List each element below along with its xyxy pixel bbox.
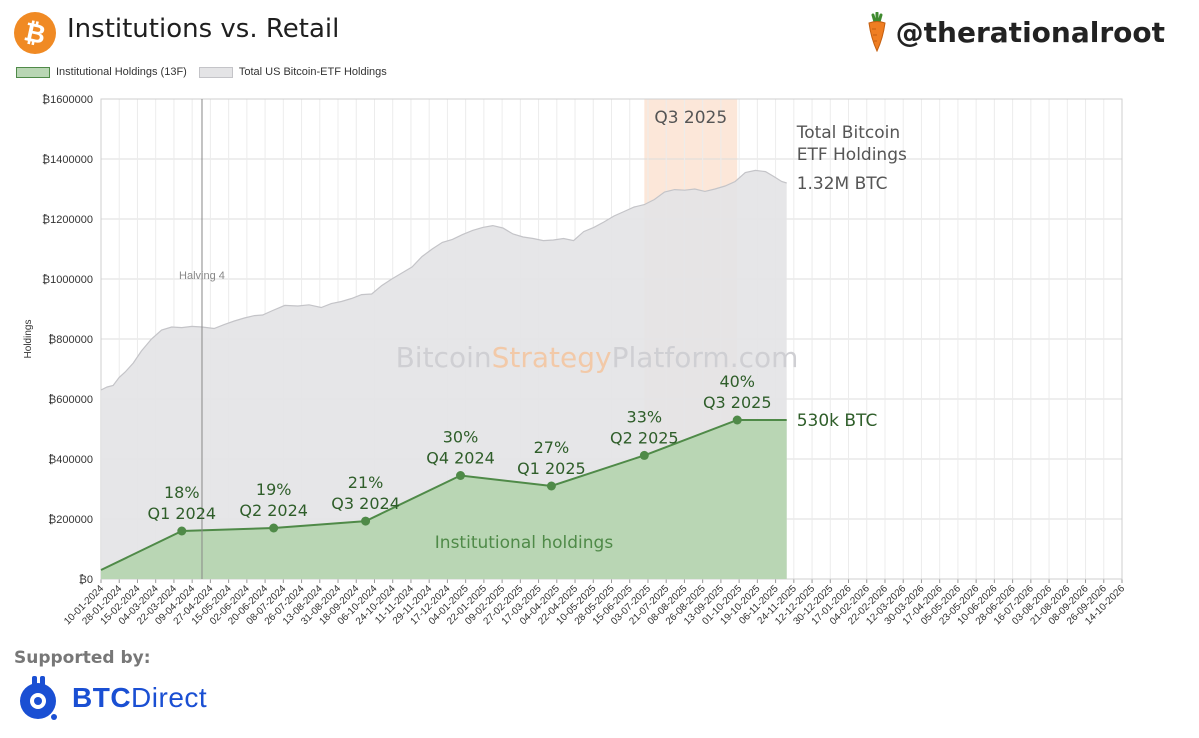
sponsor-name-rest: Direct xyxy=(131,682,208,713)
quarter-marker xyxy=(456,471,466,480)
watermark-part: Bitcoin xyxy=(396,341,492,374)
quarter-percent-label: 40% xyxy=(719,372,755,391)
quarter-marker xyxy=(732,415,742,425)
quarter-marker xyxy=(546,481,556,491)
quarter-name-label: Q1 2025 xyxy=(517,459,586,478)
brand-handle[interactable]: @therationalroot xyxy=(864,12,1165,52)
quarter-percent-label: 30% xyxy=(443,428,479,447)
institutional-value-annotation: 530k BTC xyxy=(797,411,878,431)
institutional-area-label: Institutional holdings xyxy=(435,533,614,553)
highlight-label: Q3 2025 xyxy=(654,108,727,128)
y-tick-label: ₿800000 xyxy=(48,334,93,346)
legend-swatch-institutional xyxy=(16,66,50,78)
sponsor-name: BTCDirect xyxy=(72,682,207,714)
quarter-name-label: Q3 2024 xyxy=(331,494,400,513)
y-tick-label: ₿1000000 xyxy=(42,274,93,286)
bitcoin-logo-icon: ₿ xyxy=(14,12,56,54)
halving-label: Halving 4 xyxy=(179,270,225,282)
chart-svg: ₿0 ₿200000 ₿400000 ₿600000 ₿800000 ₿1000000 ₿1… xyxy=(23,94,1127,627)
quarter-percent-label: 18% xyxy=(164,483,200,502)
y-tick-label: ₿200000 xyxy=(48,514,93,526)
quarter-marker xyxy=(177,526,187,536)
y-tick-label: ₿0 xyxy=(79,574,93,586)
y-tick-label: ₿1600000 xyxy=(42,94,93,106)
y-tick-label: ₿400000 xyxy=(48,454,93,466)
quarter-name-label: Q2 2024 xyxy=(239,501,308,520)
quarter-marker xyxy=(361,516,371,526)
supported-by-label: Supported by: xyxy=(14,648,151,668)
watermark-part: Strategy xyxy=(492,341,612,374)
quarter-percent-label: 27% xyxy=(534,438,570,457)
quarter-percent-label: 33% xyxy=(627,407,663,426)
btcdirect-logo-icon xyxy=(20,676,57,720)
institutional-area xyxy=(101,420,787,579)
total-value-annotation: 1.32M BTC xyxy=(797,174,888,194)
legend-label-total: Total US Bitcoin-ETF Holdings xyxy=(238,66,387,78)
total-etf-line xyxy=(100,169,787,391)
quarter-name-label: Q4 2024 xyxy=(426,449,495,468)
quarter-name-label: Q3 2025 xyxy=(703,393,772,412)
chart-legend: Institutional Holdings (13F) Total US Bi… xyxy=(16,66,399,78)
total-annotation-line1: Total Bitcoin xyxy=(796,123,900,143)
quarter-name-label: Q1 2024 xyxy=(148,504,217,523)
quarter-name-label: Q2 2025 xyxy=(610,428,679,447)
watermark-part: Platform.com xyxy=(612,341,799,374)
y-tick-label: ₿1400000 xyxy=(42,154,93,166)
chart-title: Institutions vs. Retail xyxy=(67,14,340,44)
watermark: BitcoinStrategyPlatform.com xyxy=(396,341,799,374)
y-tick-label: ₿1200000 xyxy=(42,214,93,226)
total-annotation-line2: ETF Holdings xyxy=(797,145,907,165)
chart-area: ₿0 ₿200000 ₿400000 ₿600000 ₿800000 ₿1000000 ₿1… xyxy=(0,84,1199,644)
legend-swatch-total xyxy=(198,66,233,78)
carrot-icon xyxy=(868,12,886,52)
quarter-percent-label: 21% xyxy=(348,473,384,492)
legend-label-institutional: Institutional Holdings (13F) xyxy=(56,66,187,78)
sponsor-logo[interactable]: BTCDirect xyxy=(18,674,207,722)
legend-item-total[interactable]: Total US Bitcoin-ETF Holdings xyxy=(198,66,387,78)
y-tick-label: ₿600000 xyxy=(48,394,93,406)
quarter-marker xyxy=(269,523,279,533)
header: ₿ Institutions vs. Retail @therationalro… xyxy=(0,0,1199,62)
legend-item-institutional[interactable]: Institutional Holdings (13F) xyxy=(16,66,187,78)
quarter-marker xyxy=(639,450,649,460)
sponsor-name-bold: BTC xyxy=(72,682,132,713)
quarter-percent-label: 19% xyxy=(256,480,292,499)
y-axis-title: Holdings xyxy=(23,320,34,359)
brand-handle-text: @therationalroot xyxy=(895,15,1165,49)
